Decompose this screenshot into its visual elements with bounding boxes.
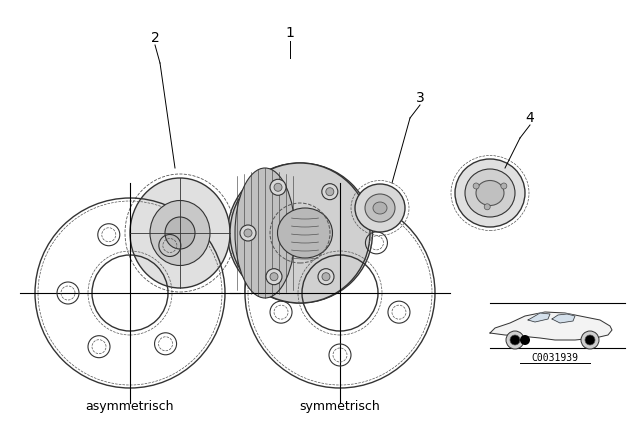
Circle shape [581,331,599,349]
Circle shape [274,183,282,191]
Ellipse shape [373,202,387,214]
Circle shape [510,335,520,345]
Polygon shape [528,313,550,322]
Ellipse shape [465,169,515,217]
Ellipse shape [355,184,405,232]
Circle shape [240,225,256,241]
Circle shape [322,184,338,200]
Circle shape [270,273,278,281]
Circle shape [520,335,530,345]
Polygon shape [490,312,612,340]
Text: C0031939: C0031939 [531,353,579,363]
Ellipse shape [150,201,210,266]
Text: asymmetrisch: asymmetrisch [86,400,174,413]
Text: symmetrisch: symmetrisch [300,400,380,413]
Circle shape [506,331,524,349]
Text: 4: 4 [525,111,534,125]
Ellipse shape [476,181,504,206]
Circle shape [501,183,507,189]
Circle shape [484,204,490,210]
Circle shape [266,269,282,284]
Circle shape [322,273,330,281]
Circle shape [318,269,334,284]
Polygon shape [552,314,575,323]
Circle shape [585,335,595,345]
Circle shape [230,163,370,303]
Text: 2: 2 [150,31,159,45]
Circle shape [270,179,286,195]
Ellipse shape [227,163,372,303]
Circle shape [244,229,252,237]
Ellipse shape [130,178,230,288]
Text: 3: 3 [415,91,424,105]
Text: 1: 1 [285,26,294,40]
Circle shape [473,183,479,189]
Ellipse shape [235,168,295,298]
Ellipse shape [455,159,525,227]
Ellipse shape [365,194,395,222]
Ellipse shape [165,217,195,249]
Ellipse shape [278,208,333,258]
Circle shape [326,188,334,196]
